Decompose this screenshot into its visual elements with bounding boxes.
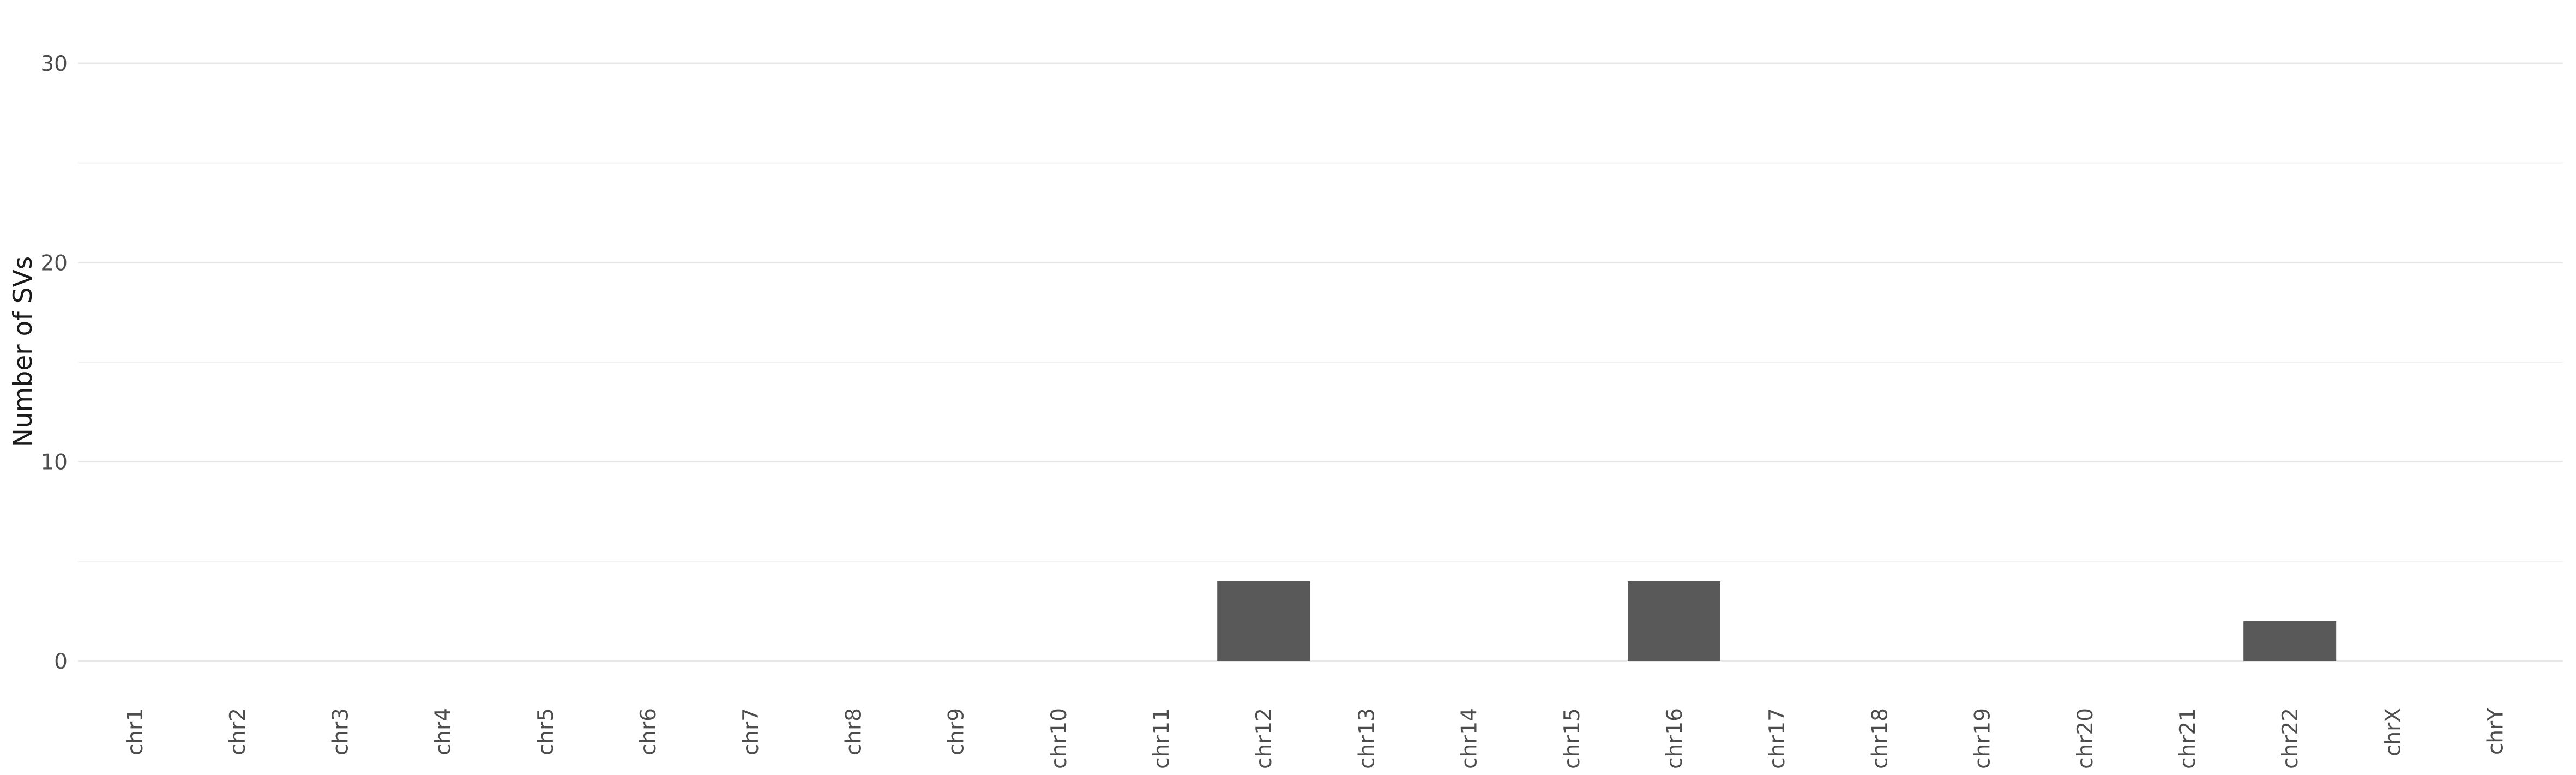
y-tick-label: 30	[40, 52, 68, 76]
x-tick-label: chr10	[1047, 708, 1072, 769]
x-tick-label: chr12	[1252, 708, 1277, 769]
x-tick-label: chr6	[636, 708, 661, 755]
x-tick-label: chr15	[1560, 708, 1585, 769]
x-tick-label: chr20	[2073, 708, 2098, 769]
x-tick-label: chr4	[431, 708, 456, 755]
bar-chr22	[2243, 621, 2337, 661]
x-tick-label: chr16	[1663, 708, 1687, 769]
x-tick-label: chr3	[328, 708, 353, 755]
x-axis-ticks: chr1 chr2 chr3 chr4 chr5 chr6 chr7 chr8 chr9 chr1…	[123, 708, 2508, 769]
bar-chr12	[1217, 581, 1310, 661]
x-tick-label: chr1	[123, 708, 148, 755]
x-tick-label: chrX	[2381, 708, 2405, 756]
x-tick-label: chr13	[1355, 708, 1379, 769]
x-tick-label: chr7	[739, 708, 763, 755]
x-tick-label: chr22	[2278, 708, 2303, 769]
x-tick-label: chr14	[1458, 708, 1482, 769]
y-tick-label: 20	[40, 251, 68, 275]
y-axis-title: Number of SVs	[8, 256, 38, 447]
x-tick-label: chr9	[944, 708, 969, 755]
x-tick-label: chr21	[2176, 708, 2200, 769]
bar-layer	[1217, 581, 2337, 661]
grid-layer	[78, 62, 2563, 662]
x-tick-label: chr19	[1971, 708, 1995, 769]
x-tick-label: chr11	[1149, 708, 1174, 769]
x-tick-label: chr18	[1868, 708, 1892, 769]
x-tick-label: chrY	[2484, 708, 2508, 755]
x-tick-label: chr5	[534, 708, 558, 755]
x-tick-label: chr2	[226, 708, 250, 755]
bar-chr16	[1628, 581, 1720, 661]
y-tick-label: 10	[40, 450, 68, 475]
y-tick-label: 0	[54, 650, 68, 674]
y-axis-ticks: 0 10 20 30	[40, 52, 68, 674]
x-tick-label: chr8	[841, 708, 866, 755]
x-tick-label: chr17	[1765, 708, 1790, 769]
